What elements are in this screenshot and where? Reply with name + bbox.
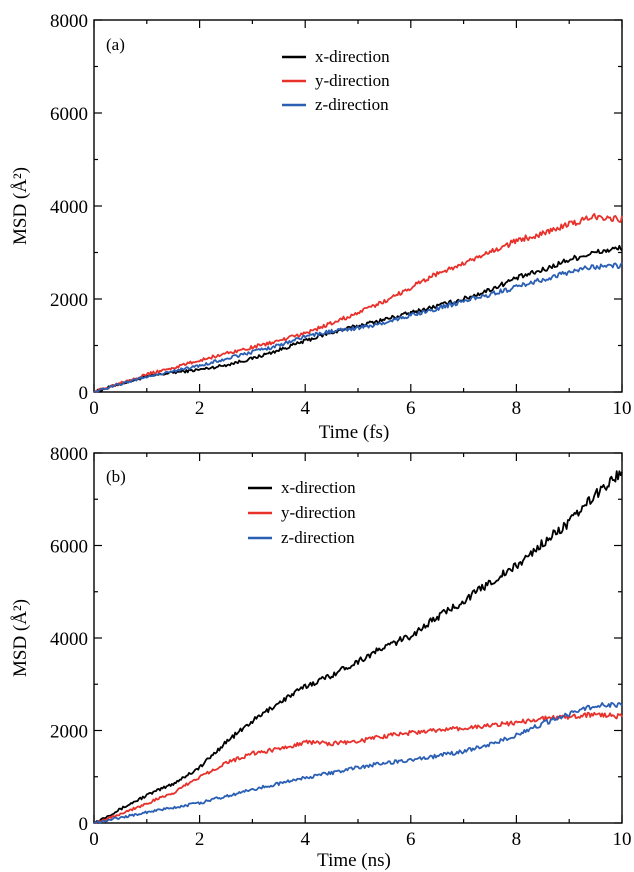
x-tick-label: 10	[613, 829, 632, 850]
x-tick-label: 8	[512, 829, 522, 850]
panel-a: 0 2 4 6 8 10 0 2000 4000 6000 8000 Time (fs) MSD (Å²…	[10, 11, 632, 443]
y-tick-label: 4000	[50, 629, 88, 650]
y-tick-label: 8000	[50, 444, 88, 465]
panel-label: (a)	[106, 35, 125, 54]
legend-label: x-direction	[281, 478, 356, 497]
legend-label: y-direction	[281, 503, 356, 522]
x-tick-label: 6	[406, 398, 416, 419]
legend-label: z-direction	[315, 95, 389, 114]
x-tick-label: 10	[613, 398, 632, 419]
y-axis-title: MSD (Å²)	[10, 167, 31, 245]
x-tick-label: 4	[300, 829, 310, 850]
legend-label: x-direction	[315, 47, 390, 66]
panel-label: (b)	[106, 467, 126, 486]
x-axis-title: Time (ns)	[317, 850, 391, 871]
series-line-z-direction	[93, 262, 623, 393]
y-tick-label: 0	[79, 814, 89, 835]
series-line-x-direction	[94, 470, 623, 824]
x-tick-label: 0	[89, 829, 99, 850]
y-tick-label: 4000	[50, 197, 88, 218]
y-axis-title: MSD (Å²)	[10, 599, 31, 677]
x-axis-title: Time (fs)	[319, 422, 390, 443]
y-tick-label: 6000	[50, 104, 88, 125]
x-tick-label: 4	[300, 398, 310, 419]
series-line-z-direction	[94, 701, 623, 824]
x-tick-label: 2	[195, 829, 205, 850]
y-tick-label: 0	[79, 383, 89, 404]
legend-label: y-direction	[315, 71, 390, 90]
y-tick-label: 2000	[50, 722, 88, 743]
series-line-y-direction	[93, 212, 623, 393]
x-tick-label: 2	[195, 398, 205, 419]
y-tick-label: 8000	[50, 11, 88, 32]
panel-b: 0 2 4 6 8 10 0 2000 4000 6000 8000 Time (ns) MSD (Å²…	[10, 444, 632, 871]
x-tick-label: 8	[512, 398, 522, 419]
legend-label: z-direction	[281, 528, 355, 547]
x-tick-label: 6	[406, 829, 416, 850]
series-line-y-direction	[94, 711, 623, 824]
y-tick-label: 6000	[50, 537, 88, 558]
y-tick-label: 2000	[50, 290, 88, 311]
x-tick-label: 0	[89, 398, 99, 419]
